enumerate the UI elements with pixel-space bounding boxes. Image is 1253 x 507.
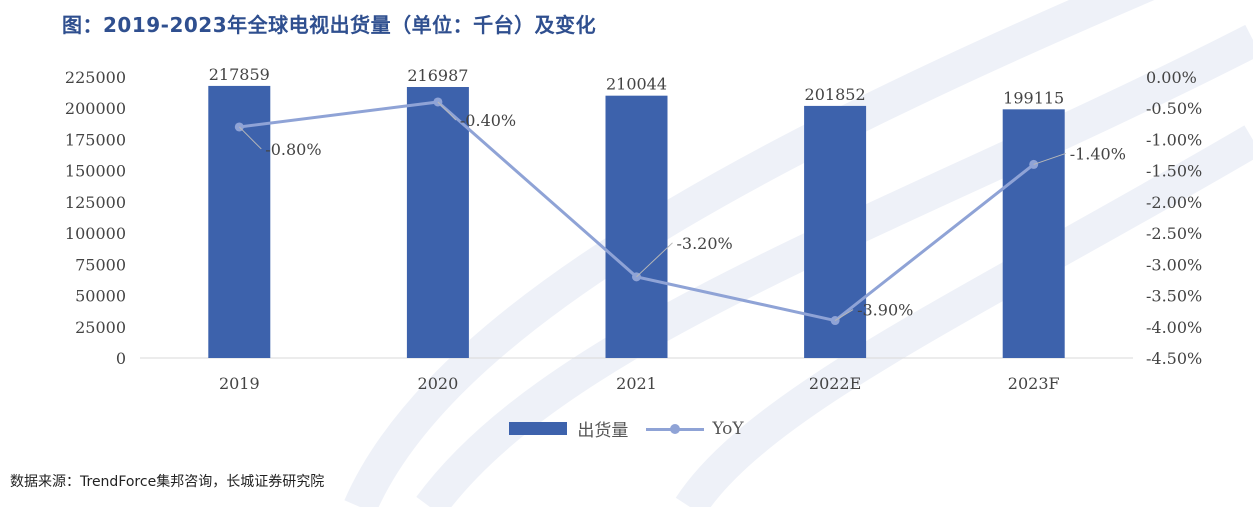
y-right-tick-label: -2.00%	[1146, 193, 1202, 212]
legend-line-swatch	[646, 421, 705, 437]
yoy-value-label: -0.80%	[265, 140, 321, 159]
yoy-leader-line	[636, 242, 673, 278]
yoy-leader-line	[834, 309, 854, 321]
yoy-leader-line	[238, 126, 262, 150]
x-tick-label: 2021	[616, 374, 657, 393]
bar	[605, 95, 668, 359]
y-right-tick-label: 0.00%	[1146, 68, 1197, 87]
y-left-tick-label: 100000	[65, 224, 126, 243]
y-right-tick-label: -3.50%	[1146, 287, 1202, 306]
bar-value-label: 217859	[209, 65, 270, 84]
y-left-tick-label: 75000	[75, 255, 126, 274]
y-left-tick-label: 225000	[65, 68, 126, 87]
legend-bar-swatch	[509, 422, 568, 435]
y-left-tick-label: 50000	[75, 287, 126, 306]
y-right-tick-label: -3.00%	[1146, 255, 1202, 274]
yoy-leader-line	[1033, 152, 1066, 165]
legend-label-yoy: YoY	[712, 418, 744, 439]
legend-item-yoy: YoY	[646, 418, 744, 439]
bar-value-label: 216987	[407, 66, 468, 85]
x-tick-label: 2020	[418, 374, 459, 393]
y-left-tick-label: 150000	[65, 162, 126, 181]
x-tick-label: 2019	[219, 374, 260, 393]
bar	[1002, 109, 1065, 359]
yoy-leader-line	[437, 101, 457, 121]
y-right-tick-label: -1.00%	[1146, 130, 1202, 149]
y-left-tick-label: 200000	[65, 99, 126, 118]
yoy-value-label: -3.20%	[677, 234, 733, 253]
y-left-tick-label: 0	[116, 349, 126, 368]
y-left-tick-label: 175000	[65, 130, 126, 149]
y-right-tick-label: -1.50%	[1146, 162, 1202, 181]
y-right-tick-label: -4.50%	[1146, 349, 1202, 368]
bar-value-label: 201852	[805, 85, 866, 104]
y-left-tick-label: 125000	[65, 193, 126, 212]
x-tick-label: 2022E	[809, 374, 861, 393]
source-note: 数据来源：TrendForce集邦咨询，长城证券研究院	[10, 474, 325, 490]
bar	[406, 87, 469, 358]
bar-value-label: 199115	[1003, 88, 1064, 107]
y-right-tick-label: -0.50%	[1146, 99, 1202, 118]
y-right-tick-label: -2.50%	[1146, 224, 1202, 243]
bar-value-label: 210044	[606, 75, 667, 94]
x-tick-label: 2023F	[1008, 374, 1060, 393]
yoy-value-label: -1.40%	[1070, 144, 1126, 163]
legend-item-shipments: 出货量	[509, 416, 628, 441]
yoy-value-label: -3.90%	[857, 301, 913, 320]
chart-legend: 出货量 YoY	[0, 416, 1253, 441]
page-title: 图：2019-2023年全球电视出货量（单位：千台）及变化	[62, 13, 597, 37]
legend-label-shipments: 出货量	[577, 421, 629, 441]
y-left-tick-label: 25000	[75, 318, 126, 337]
yoy-value-label: -0.40%	[460, 111, 516, 130]
y-right-tick-label: -4.00%	[1146, 318, 1202, 337]
